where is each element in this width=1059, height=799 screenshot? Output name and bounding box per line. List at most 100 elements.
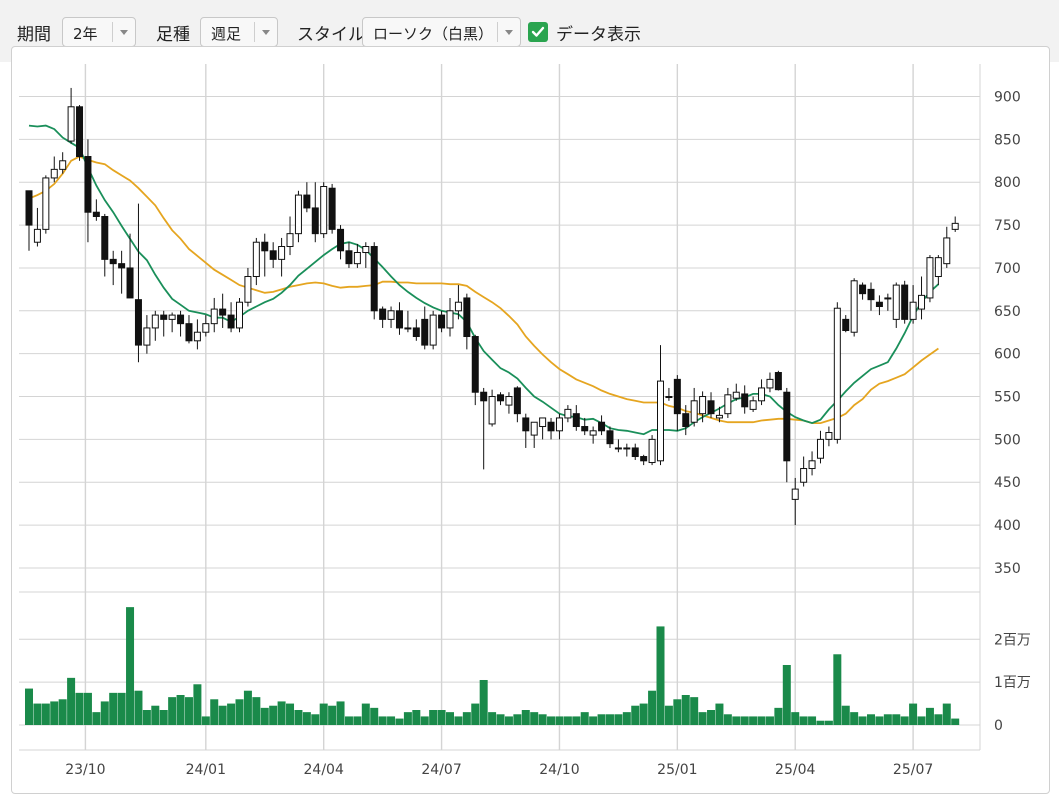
volume-bar — [353, 716, 362, 725]
volume-bar — [286, 703, 295, 725]
volume-bar — [681, 694, 690, 725]
data-display-checkbox[interactable] — [528, 22, 548, 42]
candle-down — [101, 216, 109, 260]
volume-bar — [765, 716, 774, 725]
candle-down — [92, 211, 100, 218]
candle-up — [892, 284, 900, 320]
volume-bar — [25, 688, 33, 725]
chevron-down-icon — [505, 30, 513, 35]
volume-bar — [168, 697, 177, 725]
candle-up — [657, 380, 664, 462]
volume-bar — [218, 705, 227, 725]
candle-down — [741, 393, 749, 408]
candle-down — [682, 413, 690, 428]
volume-bar — [117, 692, 126, 725]
candle-down — [134, 299, 142, 346]
candle-down — [598, 421, 606, 432]
candle-down — [463, 297, 471, 338]
candle-down — [640, 456, 648, 462]
candle-down — [522, 417, 530, 432]
volume-bar — [808, 716, 817, 725]
volume-bar — [294, 709, 303, 725]
candle-down — [76, 106, 84, 158]
volume-bar — [412, 709, 421, 725]
volume-bar — [782, 664, 791, 725]
volume-bar — [858, 716, 867, 725]
candle-up — [749, 400, 757, 410]
candle-down — [227, 314, 235, 329]
data-display-label[interactable]: データ表示 — [556, 25, 641, 45]
candle-up — [143, 327, 151, 346]
volume-bar — [723, 714, 732, 725]
volume-bar — [269, 705, 278, 725]
candle-down — [177, 314, 185, 325]
candle-down — [303, 194, 311, 209]
candle-down — [471, 336, 479, 393]
candle-up — [202, 323, 210, 333]
volume-bar — [513, 714, 522, 725]
volume-bar — [614, 714, 623, 725]
volume-bar — [319, 703, 328, 725]
select-divider — [497, 22, 498, 42]
volume-bar — [867, 714, 875, 725]
candle-down — [421, 318, 429, 346]
candle-up — [252, 241, 260, 278]
candle-down — [631, 447, 639, 458]
volume-bar — [538, 714, 547, 725]
volume-bar — [799, 716, 808, 725]
candle-down — [480, 391, 488, 402]
volume-bar — [664, 705, 673, 725]
price-tick-label: 850 — [994, 132, 1021, 148]
period-select[interactable]: 2年 — [62, 17, 136, 47]
volume-bar — [403, 712, 412, 725]
volume-bar — [934, 714, 943, 725]
volume-bar — [387, 716, 396, 725]
candle-up — [362, 246, 370, 254]
style-select[interactable]: ローソク（白黒） — [362, 17, 521, 47]
volume-bar — [740, 716, 749, 725]
volume-bar — [184, 697, 193, 725]
candle-up — [758, 387, 766, 402]
volume-bar — [707, 709, 716, 725]
candle-down — [774, 372, 782, 391]
volume-bar — [210, 699, 219, 725]
candle-up — [168, 314, 176, 320]
volume-bar — [328, 705, 337, 725]
candle-down — [572, 413, 580, 428]
x-tick-label: 25/07 — [893, 762, 933, 778]
period-label: 期間 — [17, 25, 51, 45]
volume-bar — [917, 716, 926, 725]
volume-bar — [471, 703, 480, 725]
candle-up — [665, 396, 673, 399]
candle-up — [884, 297, 892, 300]
volume-bar — [673, 699, 682, 725]
candle-type-select-value: 週足 — [211, 25, 242, 43]
volume-bar — [563, 716, 572, 725]
volume-bar — [774, 707, 783, 725]
candle-up — [59, 160, 67, 170]
volume-bar — [227, 703, 236, 725]
candle-up — [825, 432, 833, 440]
volume-bar — [951, 718, 960, 725]
volume-bar — [370, 707, 379, 725]
candle-up — [808, 460, 816, 470]
candle-up — [193, 331, 201, 342]
stock-chart: 900 850 800 750 700 650 600 550 500 450 400 350 2百万 1… — [19, 64, 1031, 778]
volume-bar — [639, 703, 648, 725]
volume-bar — [892, 714, 901, 725]
candle-up — [766, 378, 774, 389]
candle-down — [438, 314, 446, 329]
volume-bar — [547, 716, 556, 725]
volume-bar — [75, 692, 84, 725]
candle-up — [934, 257, 942, 278]
candle-type-select[interactable]: 週足 — [200, 17, 278, 47]
volume-bar — [942, 703, 951, 725]
candle-up — [387, 310, 395, 320]
volume-bar — [875, 716, 884, 725]
volume-tick-label: 0 — [994, 718, 1003, 734]
volume-bar — [109, 692, 118, 725]
volume-series — [25, 607, 960, 725]
volume-bar — [126, 607, 135, 725]
volume-bar — [648, 690, 657, 725]
candle-up — [210, 308, 218, 325]
